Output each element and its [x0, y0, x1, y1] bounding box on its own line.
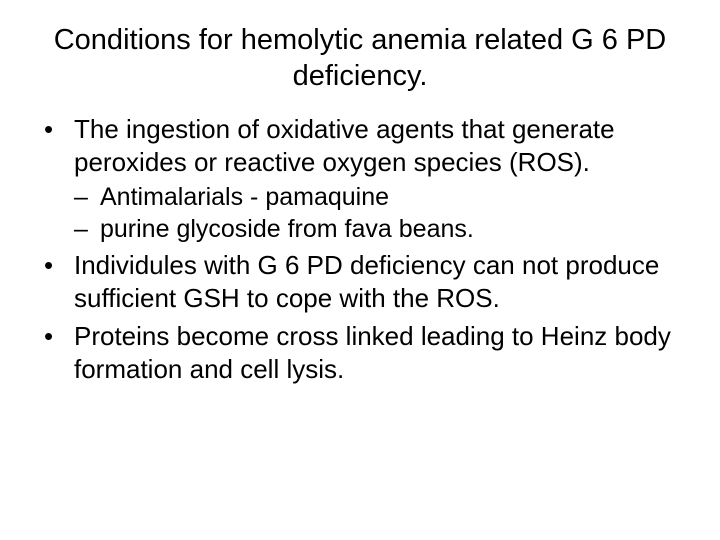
bullet-text: The ingestion of oxidative agents that g…: [74, 114, 615, 177]
list-item: Proteins become cross linked leading to …: [38, 320, 682, 387]
slide: Conditions for hemolytic anemia related …: [0, 0, 720, 540]
sub-list-item: Antimalarials - pamaquine: [74, 181, 682, 213]
list-item: Individules with G 6 PD deficiency can n…: [38, 249, 682, 316]
slide-title: Conditions for hemolytic anemia related …: [38, 22, 682, 95]
bullet-list: The ingestion of oxidative agents that g…: [38, 113, 682, 387]
sub-list: Antimalarials - pamaquine purine glycosi…: [74, 181, 682, 245]
sub-bullet-text: purine glycoside from fava beans.: [100, 215, 474, 243]
sub-bullet-text: Antimalarials - pamaquine: [100, 183, 389, 211]
list-item: The ingestion of oxidative agents that g…: [38, 113, 682, 246]
bullet-text: Proteins become cross linked leading to …: [74, 321, 671, 384]
sub-list-item: purine glycoside from fava beans.: [74, 213, 682, 245]
bullet-text: Individules with G 6 PD deficiency can n…: [74, 250, 659, 313]
